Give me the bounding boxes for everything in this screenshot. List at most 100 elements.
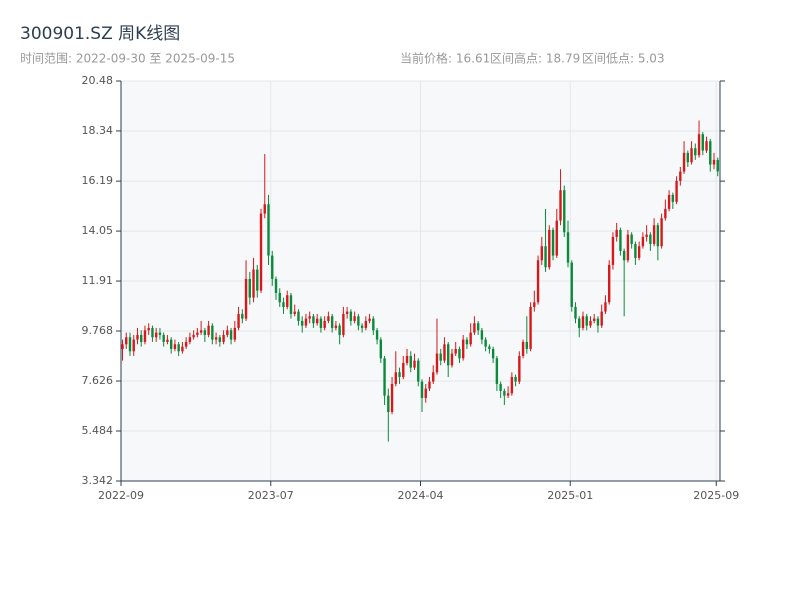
candle-body	[566, 232, 570, 263]
y-tick-label: 11.91	[82, 274, 114, 287]
candle-body	[499, 383, 502, 391]
candle-body	[536, 260, 540, 303]
candle-body	[701, 134, 704, 151]
candle-body	[495, 358, 499, 384]
candle-body	[649, 234, 652, 244]
candle-body	[667, 194, 671, 209]
candle-body	[593, 318, 596, 321]
candle-body	[559, 190, 562, 221]
stat: 当前价格: 16.61	[400, 51, 490, 66]
candle-body	[349, 311, 353, 321]
candle-body	[679, 171, 682, 181]
candle-body	[196, 332, 199, 335]
candle-body	[244, 278, 248, 319]
candle-body	[372, 318, 375, 331]
candle-body	[162, 334, 165, 342]
candle-body	[409, 355, 412, 368]
candle-body	[581, 316, 585, 328]
candle-body	[338, 325, 341, 335]
candle-body	[551, 229, 555, 256]
candle-body	[192, 334, 195, 338]
y-tick-label: 16.19	[82, 174, 114, 187]
candle-body	[330, 316, 334, 328]
y-tick-label: 7.626	[82, 374, 114, 387]
x-tick-label: 2024-04	[398, 489, 444, 502]
candle-body	[491, 348, 495, 359]
candle-body	[121, 344, 124, 349]
candle-body	[233, 327, 237, 340]
candle-body	[188, 337, 192, 342]
candle-body	[432, 372, 435, 382]
candle-body	[211, 325, 214, 340]
candle-body	[345, 311, 349, 314]
candle-body	[645, 234, 648, 237]
candle-body	[387, 395, 390, 412]
candle-body	[383, 358, 386, 396]
candle-body	[256, 269, 259, 291]
candle-body	[503, 390, 506, 396]
candle-body	[342, 313, 345, 335]
candle-body	[334, 325, 338, 328]
candle-body	[488, 346, 491, 349]
candle-body	[226, 330, 229, 335]
candle-body	[360, 325, 364, 328]
candle-body	[622, 250, 626, 261]
candle-body	[237, 313, 240, 328]
candle-body	[611, 236, 615, 265]
y-tick-label: 20.48	[82, 74, 114, 87]
candle-body	[607, 264, 611, 303]
candle-body	[439, 353, 442, 361]
candle-body	[461, 339, 465, 359]
candle-body	[555, 220, 558, 256]
candle-body	[136, 334, 139, 340]
candle-body	[289, 295, 293, 314]
candle-body	[390, 383, 394, 412]
candle-body	[140, 334, 143, 342]
candle-body	[671, 194, 675, 202]
candle-body	[589, 320, 592, 326]
candle-body	[143, 330, 147, 342]
candle-body	[435, 353, 439, 373]
candle-body	[697, 134, 701, 156]
candle-body	[458, 348, 461, 359]
candle-body	[634, 243, 637, 258]
candle-body	[158, 332, 162, 335]
candle-body	[312, 316, 315, 324]
candle-body	[218, 337, 222, 342]
candle-body	[420, 381, 424, 398]
candle-body	[675, 180, 678, 202]
candle-body	[169, 339, 173, 349]
candle-body	[682, 152, 686, 172]
x-tick-label: 2023-07	[248, 489, 294, 502]
candle-body	[716, 159, 719, 172]
candle-body	[428, 381, 431, 389]
candle-body	[368, 318, 371, 321]
candle-body	[473, 323, 476, 333]
candle-body	[271, 255, 274, 279]
y-tick-label: 3.342	[82, 474, 114, 487]
candle-body	[709, 141, 712, 165]
candle-body	[443, 344, 446, 361]
candle-body	[181, 346, 184, 352]
candle-body	[259, 213, 263, 291]
y-tick-label: 9.768	[82, 324, 114, 337]
candle-body	[641, 236, 645, 247]
candle-body	[263, 204, 266, 214]
candle-body	[166, 339, 169, 342]
candle-body	[147, 327, 150, 331]
candle-body	[248, 278, 251, 298]
candle-body	[207, 325, 210, 335]
candle-body	[151, 327, 154, 338]
candle-body	[319, 318, 323, 328]
candle-body	[304, 318, 308, 326]
candle-body	[514, 376, 517, 382]
candle-body	[604, 302, 607, 312]
candle-body	[484, 339, 487, 347]
candle-body	[278, 292, 281, 303]
candle-body	[222, 334, 225, 342]
candle-body	[506, 393, 510, 396]
candle-body	[308, 316, 311, 319]
candle-body	[450, 353, 454, 366]
candle-body	[469, 332, 472, 345]
